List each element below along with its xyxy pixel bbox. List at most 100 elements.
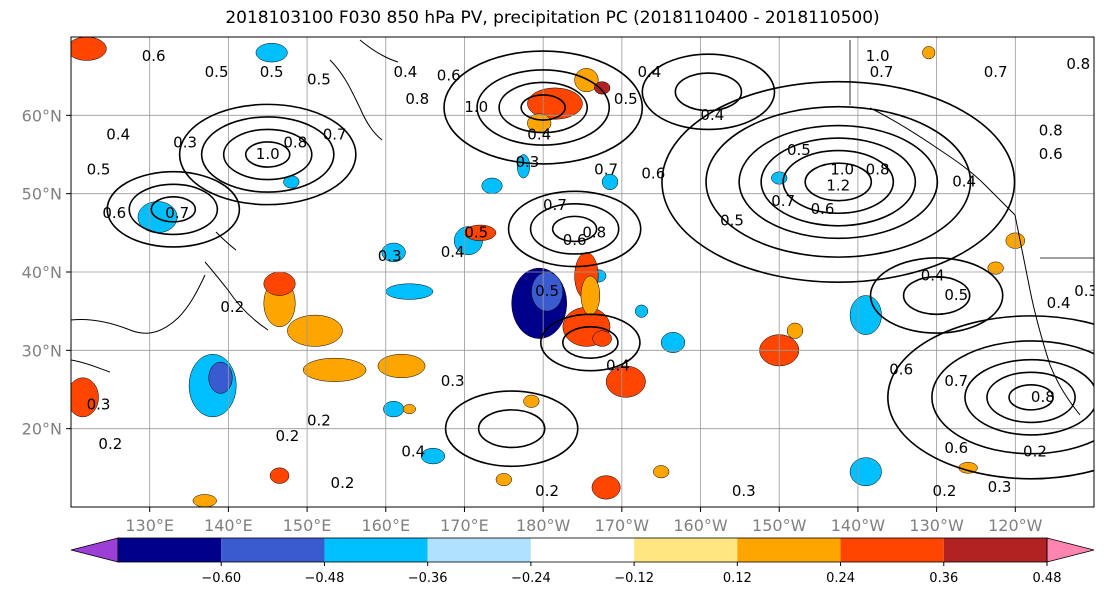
- colorbar-tick-label: 0.48: [1033, 571, 1062, 586]
- pv-contour: [902, 275, 971, 316]
- pv-contour: [507, 190, 642, 268]
- pv-contour: [178, 103, 357, 206]
- pv-contour: [128, 183, 219, 236]
- precip-patch: [208, 361, 233, 394]
- colorbar-bin: [530, 538, 635, 562]
- precip-patch: [580, 275, 601, 316]
- contour-label: 0.2: [1023, 443, 1047, 461]
- contour-label: 0.4: [1047, 294, 1071, 312]
- pv-contour: [869, 257, 1004, 334]
- precip-patch: [495, 473, 512, 487]
- precip-patch: [660, 332, 686, 353]
- contour-label: 0.5: [205, 63, 229, 81]
- contour-label: 0.3: [988, 478, 1012, 496]
- contour-label: 0.6: [889, 360, 913, 378]
- precipitation-fills: [71, 37, 1026, 507]
- precip-patch: [192, 494, 217, 507]
- contour-label: 0.5: [307, 71, 331, 89]
- contour-label: 0.3: [515, 153, 539, 171]
- precip-patch: [381, 242, 406, 263]
- contour-label: 0.2: [275, 427, 299, 445]
- contour-label: 0.5: [464, 223, 488, 241]
- contour-label: 0.7: [594, 161, 618, 179]
- pv-contour: [520, 94, 566, 121]
- precip-patch: [481, 177, 503, 194]
- x-tick-label: 140°W: [831, 516, 886, 535]
- precip-patch: [383, 401, 405, 418]
- precip-patch: [591, 475, 621, 500]
- x-tick-label: 130°W: [909, 516, 964, 535]
- pv-contour: [986, 371, 1076, 424]
- contour-label: 0.4: [394, 63, 418, 81]
- colorbar-tick-label: 0.36: [929, 571, 958, 586]
- colorbar-extend-high: [1046, 537, 1095, 563]
- coastline-japan: [204, 231, 269, 331]
- precip-patch: [849, 457, 882, 487]
- pv-contour: [477, 409, 546, 449]
- contour-label: 0.2: [98, 435, 122, 453]
- contour-label: 0.3: [732, 482, 756, 500]
- x-axis-ticks: 130°E 140°E 150°E 160°E 170°E 180°W 170°W 160°W…: [125, 507, 1043, 535]
- y-tick-label: 20°N: [22, 420, 62, 439]
- contour-label: 1.0: [464, 98, 488, 116]
- x-tick-label: 160°W: [673, 516, 728, 535]
- contour-label: 0.7: [165, 204, 189, 222]
- x-tick-label: 130°E: [125, 516, 174, 535]
- coastline-kamchatka: [329, 39, 399, 141]
- contour-label: 0.5: [614, 90, 638, 108]
- x-tick-label: 170°W: [595, 516, 650, 535]
- colorbar-bin: [221, 538, 325, 562]
- colorbar: −0.60 −0.48 −0.36 −0.24 −0.12 0.12 0.24 0.36 0.4…: [70, 537, 1095, 586]
- contour-label: 0.4: [921, 266, 945, 284]
- y-tick-label: 50°N: [22, 185, 62, 204]
- contour-label: 0.5: [944, 286, 968, 304]
- contour-label: 0.5: [535, 282, 559, 300]
- pv-contour: [476, 69, 611, 146]
- contour-label: 0.3: [1074, 282, 1098, 300]
- pv-contour: [804, 162, 873, 202]
- pv-contour: [674, 72, 743, 112]
- precip-patch: [849, 295, 882, 335]
- pv-contour: [760, 137, 917, 227]
- border-canada-us: [849, 40, 1094, 259]
- contour-label: 0.8: [866, 161, 890, 179]
- coastline-north-america: [1014, 214, 1081, 416]
- x-tick-label: 170°E: [440, 516, 489, 535]
- contour-label: 1.2: [826, 176, 850, 194]
- contour-label: 0.3: [173, 133, 197, 151]
- pv-contour: [222, 128, 313, 181]
- contour-label: 0.2: [933, 482, 957, 500]
- contour-label: 0.5: [87, 161, 111, 179]
- precip-patch: [269, 467, 290, 484]
- contour-label: 0.8: [1066, 55, 1090, 73]
- chart-title: 2018103100 F030 850 hPa PV, precipitatio…: [225, 8, 880, 28]
- pv-contour-labels: 0.60.5 0.5 0.5 0.4 0.60.8 1.00.40.50.40.3 0.7 0…: [87, 47, 1098, 500]
- precip-patch: [601, 173, 619, 191]
- colorbar-tick-label: −0.12: [614, 571, 654, 586]
- contour-label: 0.7: [944, 372, 968, 390]
- precip-patch: [516, 154, 531, 179]
- precip-patch: [302, 357, 367, 382]
- contour-label: 1.0: [866, 47, 890, 65]
- precip-patch: [987, 261, 1004, 275]
- contour-label: 0.8: [405, 90, 429, 108]
- precip-patch: [420, 448, 446, 465]
- contour-label: 0.8: [1031, 388, 1055, 406]
- pv-contour: [562, 326, 619, 359]
- y-tick-label: 40°N: [22, 263, 62, 282]
- colorbar-tick-label: −0.60: [201, 571, 241, 586]
- pv-contour: [244, 141, 291, 168]
- contour-label: 0.4: [106, 125, 130, 143]
- contour-label: 0.6: [641, 165, 665, 183]
- precip-patch: [523, 394, 540, 408]
- contour-label: 0.8: [582, 223, 606, 241]
- contour-label: 0.7: [323, 125, 347, 143]
- colorbar-tick-label: −0.36: [408, 571, 448, 586]
- precip-patch: [574, 68, 599, 93]
- contour-label: 0.5: [787, 141, 811, 159]
- y-axis-ticks: 20°N 30°N 40°N 50°N 60°N: [22, 106, 71, 439]
- contour-label: 0.3: [87, 396, 111, 414]
- contour-label: 0.4: [441, 243, 465, 261]
- pv-contour: [444, 390, 579, 468]
